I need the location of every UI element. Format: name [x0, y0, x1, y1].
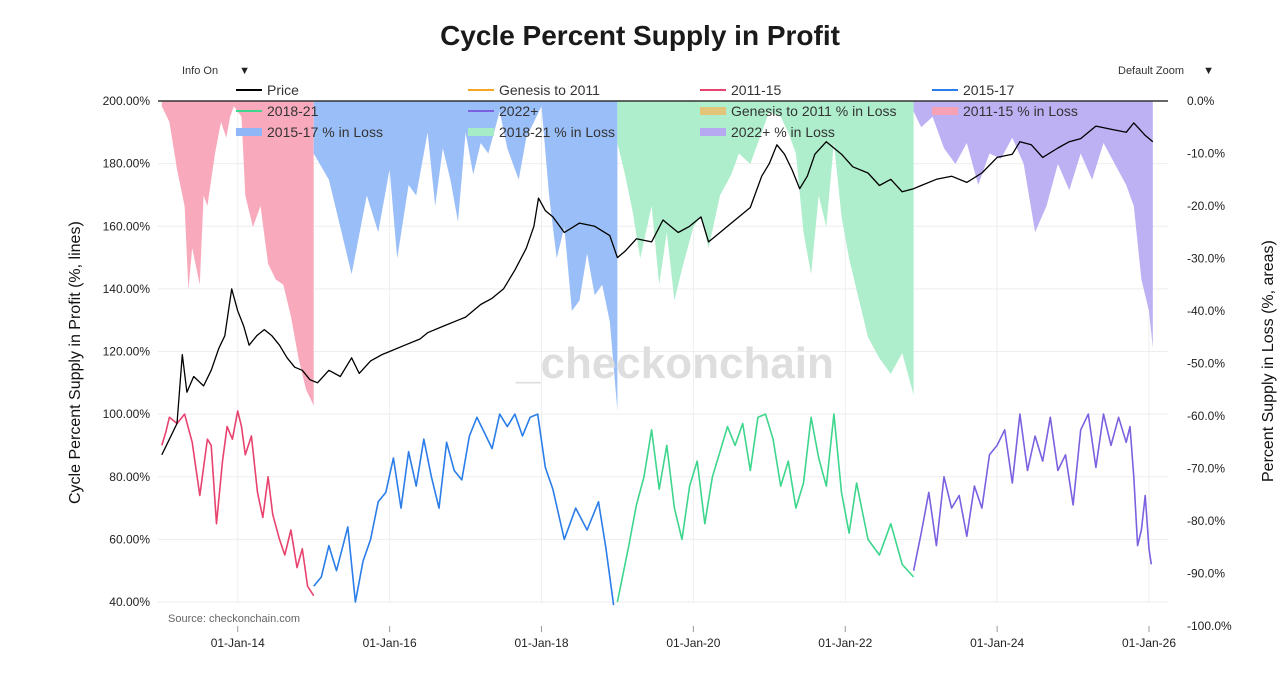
y-tick-label-right: -40.0%	[1187, 304, 1225, 318]
loss-area-c2018_loss	[617, 101, 914, 395]
caret-down-icon: ▼	[239, 65, 250, 77]
y-tick-label-right: -30.0%	[1187, 252, 1225, 266]
watermark-layer: _checkonchain	[515, 339, 834, 388]
y-tick-label-right: 0.0%	[1187, 94, 1215, 108]
cycle-line-c2015	[313, 413, 615, 606]
zoom-select[interactable]: Default Zoom ▼	[1110, 60, 1222, 82]
x-tick-label: 01-Jan-18	[514, 636, 568, 650]
y-tick-label-right: -10.0%	[1187, 147, 1225, 161]
y-tick-label-right: -70.0%	[1187, 462, 1225, 476]
loss-areas	[161, 101, 1153, 411]
legend-swatch-area	[932, 107, 958, 115]
legend-label: 2015-17 % in Loss	[267, 124, 383, 140]
price-line	[161, 122, 1154, 456]
y-tick-label-left: 200.00%	[103, 94, 151, 108]
y-tick-label-left: 60.00%	[109, 532, 150, 546]
info-toggle-label: Info On	[182, 65, 219, 77]
legend-label: 2011-15	[731, 82, 782, 98]
price-line-group	[161, 122, 1154, 456]
y-axis-label-right: Percent Supply in Loss (%, areas)	[1260, 240, 1277, 482]
legend-swatch-area	[236, 128, 262, 136]
y-tick-label-left: 100.00%	[103, 407, 151, 421]
x-tick-label: 01-Jan-26	[1122, 636, 1176, 650]
legend-swatch-area	[700, 128, 726, 136]
legend-swatch-area	[468, 128, 494, 136]
y-tick-label-right: -90.0%	[1187, 567, 1225, 581]
source-label: Source: checkonchain.com	[168, 613, 300, 625]
cycle-lines	[161, 410, 1153, 606]
zoom-select-label: Default Zoom	[1118, 65, 1185, 77]
loss-area-c2011_loss	[161, 101, 314, 406]
legend-label: Genesis to 2011	[499, 82, 600, 98]
legend-label: 2015-17	[963, 82, 1015, 98]
y-tick-label-right: -20.0%	[1187, 199, 1225, 213]
y-tick-label-left: 180.00%	[103, 157, 151, 171]
legend-label: 2022+	[499, 103, 538, 119]
x-tick-label: 01-Jan-14	[211, 636, 265, 650]
y-axis-label-left: Cycle Percent Supply in Profit (%, lines…	[67, 221, 84, 504]
axes: 200.00% 180.00% 160.00% 140.00% 120.00% 100.0…	[103, 94, 1232, 650]
y-tick-label-left: 160.00%	[103, 219, 151, 233]
legend: Price Genesis to 2011 2011-15 2015-17 2018-2…	[236, 82, 1078, 140]
y-tick-label-left: 120.00%	[103, 345, 151, 359]
legend-label: 2018-21	[267, 103, 319, 119]
x-tick-label: 01-Jan-24	[970, 636, 1024, 650]
y-tick-label-left: 80.00%	[109, 470, 150, 484]
watermark: _checkonchain	[515, 339, 834, 388]
legend-label: Price	[267, 82, 299, 98]
cycle-line-c2022	[912, 413, 1153, 571]
info-toggle-select[interactable]: Info On ▼	[174, 60, 258, 82]
legend-label: 2011-15 % in Loss	[963, 103, 1078, 119]
legend-swatch-area	[700, 107, 726, 115]
y-tick-label-right: -60.0%	[1187, 409, 1225, 423]
x-tick-label: 01-Jan-20	[666, 636, 720, 650]
chart-title: Cycle Percent Supply in Profit	[440, 20, 840, 51]
y-tick-label-right: -100.0%	[1187, 619, 1232, 633]
legend-label: Genesis to 2011 % in Loss	[731, 103, 897, 119]
x-tick-label: 01-Jan-16	[363, 636, 417, 650]
legend-label: 2022+ % in Loss	[731, 124, 835, 140]
y-tick-label-left: 140.00%	[103, 282, 151, 296]
cycle-line-c2018	[616, 413, 915, 603]
loss-area-c2015_loss	[313, 101, 618, 411]
legend-label: 2018-21 % in Loss	[499, 124, 615, 140]
x-tick-label: 01-Jan-22	[818, 636, 872, 650]
y-tick-label-left: 40.00%	[109, 595, 150, 609]
y-tick-label-right: -80.0%	[1187, 514, 1225, 528]
cycle-line-c2011	[161, 410, 315, 597]
y-tick-label-right: -50.0%	[1187, 357, 1225, 371]
caret-down-icon: ▼	[1203, 65, 1214, 77]
loss-area-c2022_loss	[913, 101, 1153, 348]
